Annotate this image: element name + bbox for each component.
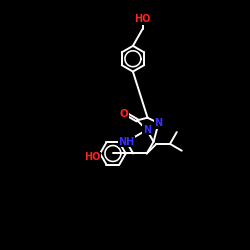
Text: N: N: [154, 118, 162, 128]
Text: N: N: [143, 125, 151, 135]
Text: NH: NH: [118, 137, 134, 147]
Text: HO: HO: [134, 14, 151, 24]
Text: O: O: [120, 108, 128, 118]
Text: HO: HO: [84, 152, 101, 162]
